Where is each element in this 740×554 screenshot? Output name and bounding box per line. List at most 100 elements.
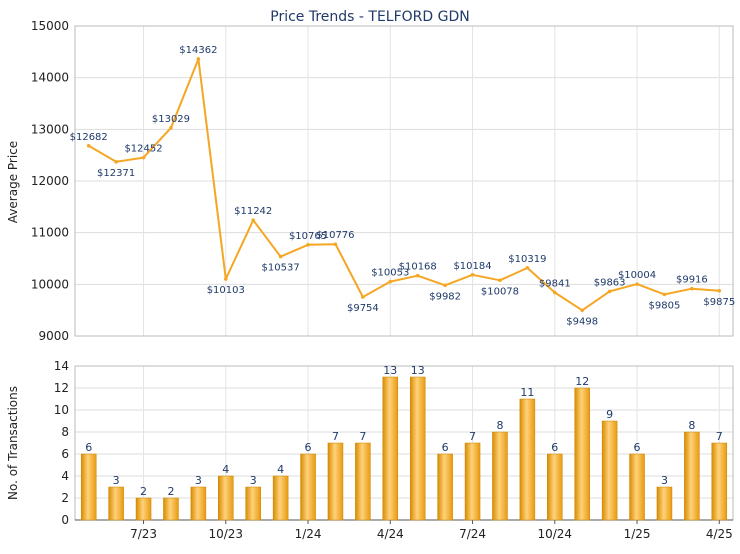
transaction-value-label: 13 bbox=[411, 364, 425, 377]
price-value-label: $13029 bbox=[152, 114, 190, 125]
price-value-label: $10004 bbox=[618, 270, 656, 281]
transaction-bar bbox=[601, 420, 618, 521]
price-line bbox=[88, 58, 720, 312]
transaction-bar bbox=[355, 442, 371, 521]
price-point bbox=[635, 282, 639, 286]
price-value-label: $11242 bbox=[234, 206, 272, 217]
transactions-tick-label: 4 bbox=[61, 469, 69, 483]
transaction-bar bbox=[190, 486, 207, 521]
transaction-value-label: 2 bbox=[140, 485, 147, 498]
transaction-value-label: 8 bbox=[688, 419, 695, 432]
price-value-label: $10168 bbox=[399, 262, 437, 273]
transaction-bar bbox=[656, 486, 673, 521]
price-axis: 9000 10000 11000 12000 13000 14000 15000 bbox=[31, 19, 734, 343]
price-point bbox=[470, 273, 475, 277]
price-value-label: $10319 bbox=[508, 254, 546, 265]
x-tick-label: 4/24 bbox=[377, 527, 404, 541]
transaction-value-label: 12 bbox=[575, 375, 589, 388]
transactions-tick-label: 8 bbox=[61, 425, 69, 439]
price-value-label: $14362 bbox=[179, 45, 217, 56]
transaction-value-label: 7 bbox=[332, 430, 339, 443]
price-value-label: $10053 bbox=[371, 268, 409, 279]
price-point bbox=[690, 286, 694, 291]
transaction-bar bbox=[711, 442, 728, 521]
price-tick-label: 10000 bbox=[31, 277, 69, 291]
price-value-label: $9805 bbox=[649, 300, 681, 311]
price-tick-label: 12000 bbox=[31, 174, 69, 188]
transaction-value-label: 7 bbox=[469, 430, 476, 443]
price-point bbox=[388, 279, 393, 284]
price-tick-label: 15000 bbox=[31, 19, 69, 33]
price-point bbox=[196, 57, 201, 61]
transactions-axis: 0 2 4 6 8 10 12 14 7/23 10/23 1/24 4/24 7/24 10/24 1/2… bbox=[54, 359, 734, 541]
price-point bbox=[169, 126, 173, 130]
transaction-bar bbox=[163, 497, 179, 521]
transaction-bar bbox=[547, 453, 563, 521]
transactions-tick-label: 0 bbox=[61, 513, 69, 527]
price-value-label: $9916 bbox=[676, 275, 708, 286]
price-point bbox=[86, 143, 91, 148]
chart-title: Price Trends - TELFORD GDN bbox=[270, 9, 470, 25]
transactions-axis-label: No. of Transactions bbox=[6, 386, 20, 500]
price-point bbox=[662, 292, 667, 297]
price-point bbox=[361, 295, 365, 299]
transaction-bar bbox=[327, 442, 344, 521]
price-line-series: $12682 $12371 $12452 $13029 $14362 $10103 $112… bbox=[70, 45, 736, 327]
transaction-value-label: 3 bbox=[661, 474, 668, 487]
price-point bbox=[498, 278, 502, 283]
transaction-value-label: 6 bbox=[634, 441, 641, 454]
transaction-bar bbox=[464, 442, 481, 521]
x-tick-label: 1/25 bbox=[624, 527, 651, 541]
transaction-value-label: 2 bbox=[167, 485, 174, 498]
transactions-tick-label: 12 bbox=[54, 381, 69, 395]
price-point bbox=[141, 155, 146, 160]
price-axis-label: Average Price bbox=[6, 141, 20, 223]
price-point bbox=[306, 243, 310, 247]
transaction-bar bbox=[272, 475, 289, 521]
transaction-bar bbox=[108, 486, 124, 521]
transactions-tick-label: 10 bbox=[54, 403, 69, 417]
transaction-bar bbox=[218, 475, 234, 521]
price-value-label: $12682 bbox=[70, 132, 108, 143]
transactions-bars: 6 3 2 2 3 4 3 4 6 7 7 13 13 6 7 8 11 6 12 9 6 3 8 7 bbox=[80, 364, 728, 521]
transaction-bar bbox=[684, 431, 700, 521]
price-value-label: $9875 bbox=[703, 297, 735, 308]
transaction-bar bbox=[492, 431, 508, 521]
price-value-label: $10184 bbox=[453, 261, 491, 272]
price-point bbox=[223, 277, 228, 281]
price-tick-label: 13000 bbox=[31, 122, 69, 136]
price-value-label: $10765 bbox=[289, 231, 327, 242]
transaction-bar bbox=[245, 486, 261, 521]
transaction-value-label: 7 bbox=[716, 430, 723, 443]
x-tick-label: 1/24 bbox=[295, 527, 322, 541]
transaction-bar bbox=[629, 453, 645, 521]
transactions-tick-label: 2 bbox=[61, 491, 69, 505]
x-tick-label: 7/24 bbox=[459, 527, 486, 541]
x-tick-label: 7/23 bbox=[130, 527, 157, 541]
transaction-bar bbox=[80, 453, 97, 521]
price-gridlines bbox=[75, 25, 733, 337]
transaction-value-label: 4 bbox=[222, 463, 229, 476]
transaction-bar bbox=[437, 453, 453, 521]
x-tick-label: 10/23 bbox=[208, 527, 243, 541]
price-point bbox=[251, 218, 256, 222]
transaction-value-label: 4 bbox=[277, 463, 284, 476]
price-point bbox=[278, 254, 283, 259]
transaction-bar bbox=[382, 376, 399, 521]
transaction-value-label: 3 bbox=[113, 474, 120, 487]
price-value-label: $9498 bbox=[566, 316, 598, 327]
price-tick-label: 11000 bbox=[31, 226, 69, 240]
price-value-label: $9982 bbox=[429, 291, 461, 302]
price-point bbox=[443, 283, 447, 288]
transaction-value-label: 11 bbox=[520, 386, 534, 399]
transaction-value-label: 13 bbox=[383, 364, 397, 377]
transaction-value-label: 8 bbox=[496, 419, 503, 432]
price-tick-label: 14000 bbox=[31, 71, 69, 85]
price-point bbox=[333, 242, 338, 247]
price-point bbox=[580, 308, 585, 313]
price-value-label: $10103 bbox=[207, 285, 245, 296]
price-value-label: $10537 bbox=[262, 263, 300, 274]
transaction-value-label: 6 bbox=[551, 441, 558, 454]
transaction-value-label: 9 bbox=[606, 408, 613, 421]
